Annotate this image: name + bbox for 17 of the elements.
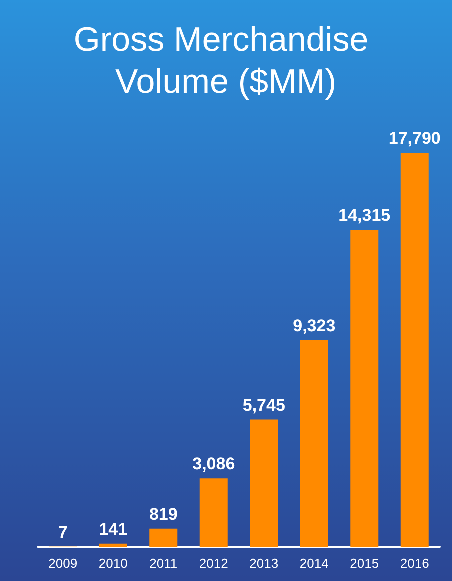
data-label: 7: [58, 522, 68, 542]
x-tick-label: 2013: [250, 556, 279, 571]
data-label: 17,790: [388, 129, 441, 148]
x-tick-label: 2014: [300, 556, 329, 571]
data-label: 3,086: [192, 454, 236, 474]
x-tick-label: 2015: [350, 556, 380, 571]
x-tick-label: 2009: [48, 556, 78, 571]
data-label: 819: [149, 504, 178, 524]
x-tick-label: 2010: [98, 556, 128, 571]
chart-title: Gross Merchandise Volume ($MM): [74, 21, 378, 101]
x-tick-label: 2012: [199, 556, 228, 571]
data-label: 5,745: [242, 396, 286, 415]
data-label: 141: [99, 520, 128, 539]
x-tick-label: 2011: [150, 556, 178, 571]
data-label: 14,315: [338, 206, 391, 225]
x-tick-label: 2016: [400, 556, 430, 571]
data-label: 9,323: [293, 316, 336, 336]
